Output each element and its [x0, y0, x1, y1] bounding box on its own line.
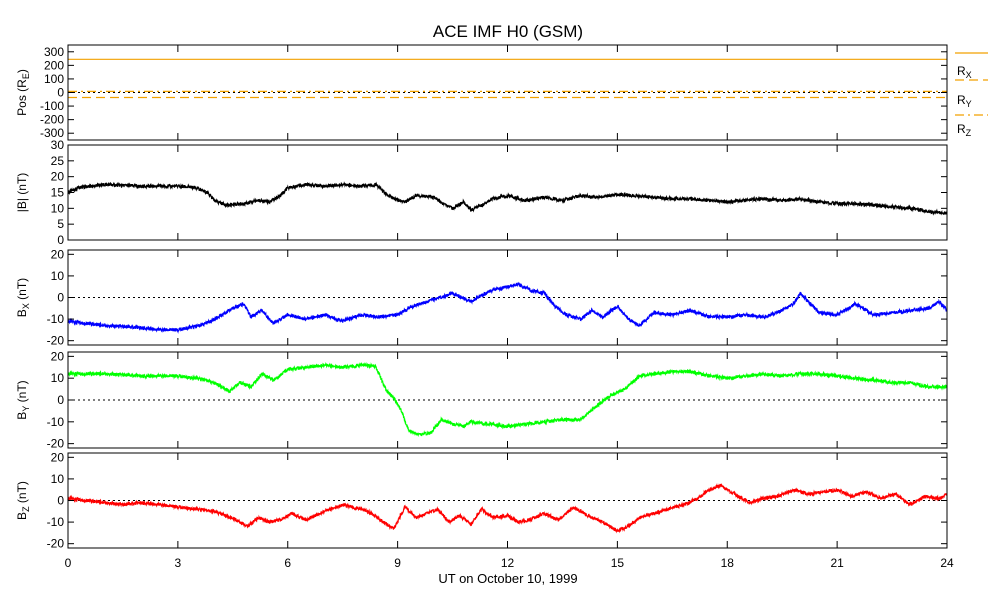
y-tick-label: -10 [47, 312, 65, 326]
y-axis-label-end: (nT) [15, 481, 29, 506]
y-tick-label: 20 [51, 450, 65, 464]
y-tick-label: -20 [47, 334, 65, 348]
y-tick-label: 0 [57, 393, 64, 407]
y-tick-label: 0 [57, 86, 64, 100]
y-tick-label: 20 [51, 247, 65, 261]
y-tick-label: -10 [47, 515, 65, 529]
x-axis-label: UT on October 10, 1999 [438, 571, 577, 586]
y-axis-label-end: (nT) [15, 380, 29, 405]
panel-bz: 20 10 0 -10 -20 BZ (nT) [15, 450, 948, 551]
x-tick-label: 3 [175, 556, 182, 570]
y-axis-label: BY (nT) [15, 380, 31, 419]
y-axis-label-end: ) [15, 69, 29, 73]
x-tick-label: 21 [830, 556, 844, 570]
y-tick-label: -10 [47, 415, 65, 429]
y-axis-label: |B| (nT) [15, 173, 29, 213]
y-tick-label: 10 [51, 472, 65, 486]
series-line-bz-0 [67, 483, 948, 534]
y-tick-label: 20 [51, 349, 65, 363]
x-axis: 0 3 6 9 12 15 18 21 24 [65, 556, 954, 570]
legend-label-0: RX [957, 64, 972, 80]
panel-bx: 20 10 0 -10 -20 BX (nT) [15, 247, 948, 348]
y-axis-label-subscript: Z [21, 506, 31, 512]
legend-label-1: RY [957, 93, 972, 109]
y-axis-label: BZ (nT) [15, 481, 31, 520]
y-tick-label: -200 [40, 113, 64, 127]
legend-label-subscript: X [966, 70, 972, 80]
y-tick-label: 100 [44, 72, 64, 86]
y-tick-label: 10 [51, 201, 65, 215]
y-axis-label-subscript: Y [21, 406, 31, 412]
y-tick-label: 30 [51, 138, 65, 152]
x-tick-label: 24 [940, 556, 954, 570]
y-axis-label: Pos (RE) [15, 69, 31, 116]
y-axis-label-subscript: X [21, 303, 31, 309]
y-tick-label: 10 [51, 371, 65, 385]
y-tick-label: 0 [57, 233, 64, 247]
y-tick-label: 200 [44, 58, 64, 72]
legend-label-2: RZ [957, 122, 972, 138]
y-tick-label: 0 [57, 291, 64, 305]
y-tick-label: 10 [51, 269, 65, 283]
x-tick-label: 18 [721, 556, 735, 570]
panel-frame [67, 144, 948, 241]
y-tick-label: 5 [57, 217, 64, 231]
y-tick-label: 20 [51, 170, 65, 184]
y-axis-label-subscript: E [21, 73, 31, 79]
legend: RX RY RZ [955, 52, 988, 138]
y-axis-label-end: (nT) [15, 278, 29, 303]
y-tick-label: -300 [40, 126, 64, 140]
x-tick-label: 15 [611, 556, 625, 570]
y-tick-label: -20 [47, 537, 65, 551]
series-line-b-0 [67, 181, 948, 216]
y-tick-label: -100 [40, 99, 64, 113]
legend-label-subscript: Y [966, 99, 972, 109]
chart-title: ACE IMF H0 (GSM) [433, 22, 583, 41]
x-tick-label: 12 [501, 556, 515, 570]
y-tick-label: -20 [47, 437, 65, 451]
panel-by: 20 10 0 -10 -20 BY (nT) [15, 349, 948, 451]
y-tick-label: 15 [51, 186, 65, 200]
series-line-bx-0 [67, 281, 948, 334]
x-tick-label: 0 [65, 556, 72, 570]
series-line-by-0 [67, 362, 948, 438]
y-tick-label: 300 [44, 45, 64, 59]
y-axis-label: BX (nT) [15, 278, 31, 317]
y-tick-label: 0 [57, 494, 64, 508]
x-tick-label: 6 [284, 556, 291, 570]
legend-label-subscript: Z [966, 128, 972, 138]
y-tick-label: 25 [51, 154, 65, 168]
x-tick-label: 9 [394, 556, 401, 570]
